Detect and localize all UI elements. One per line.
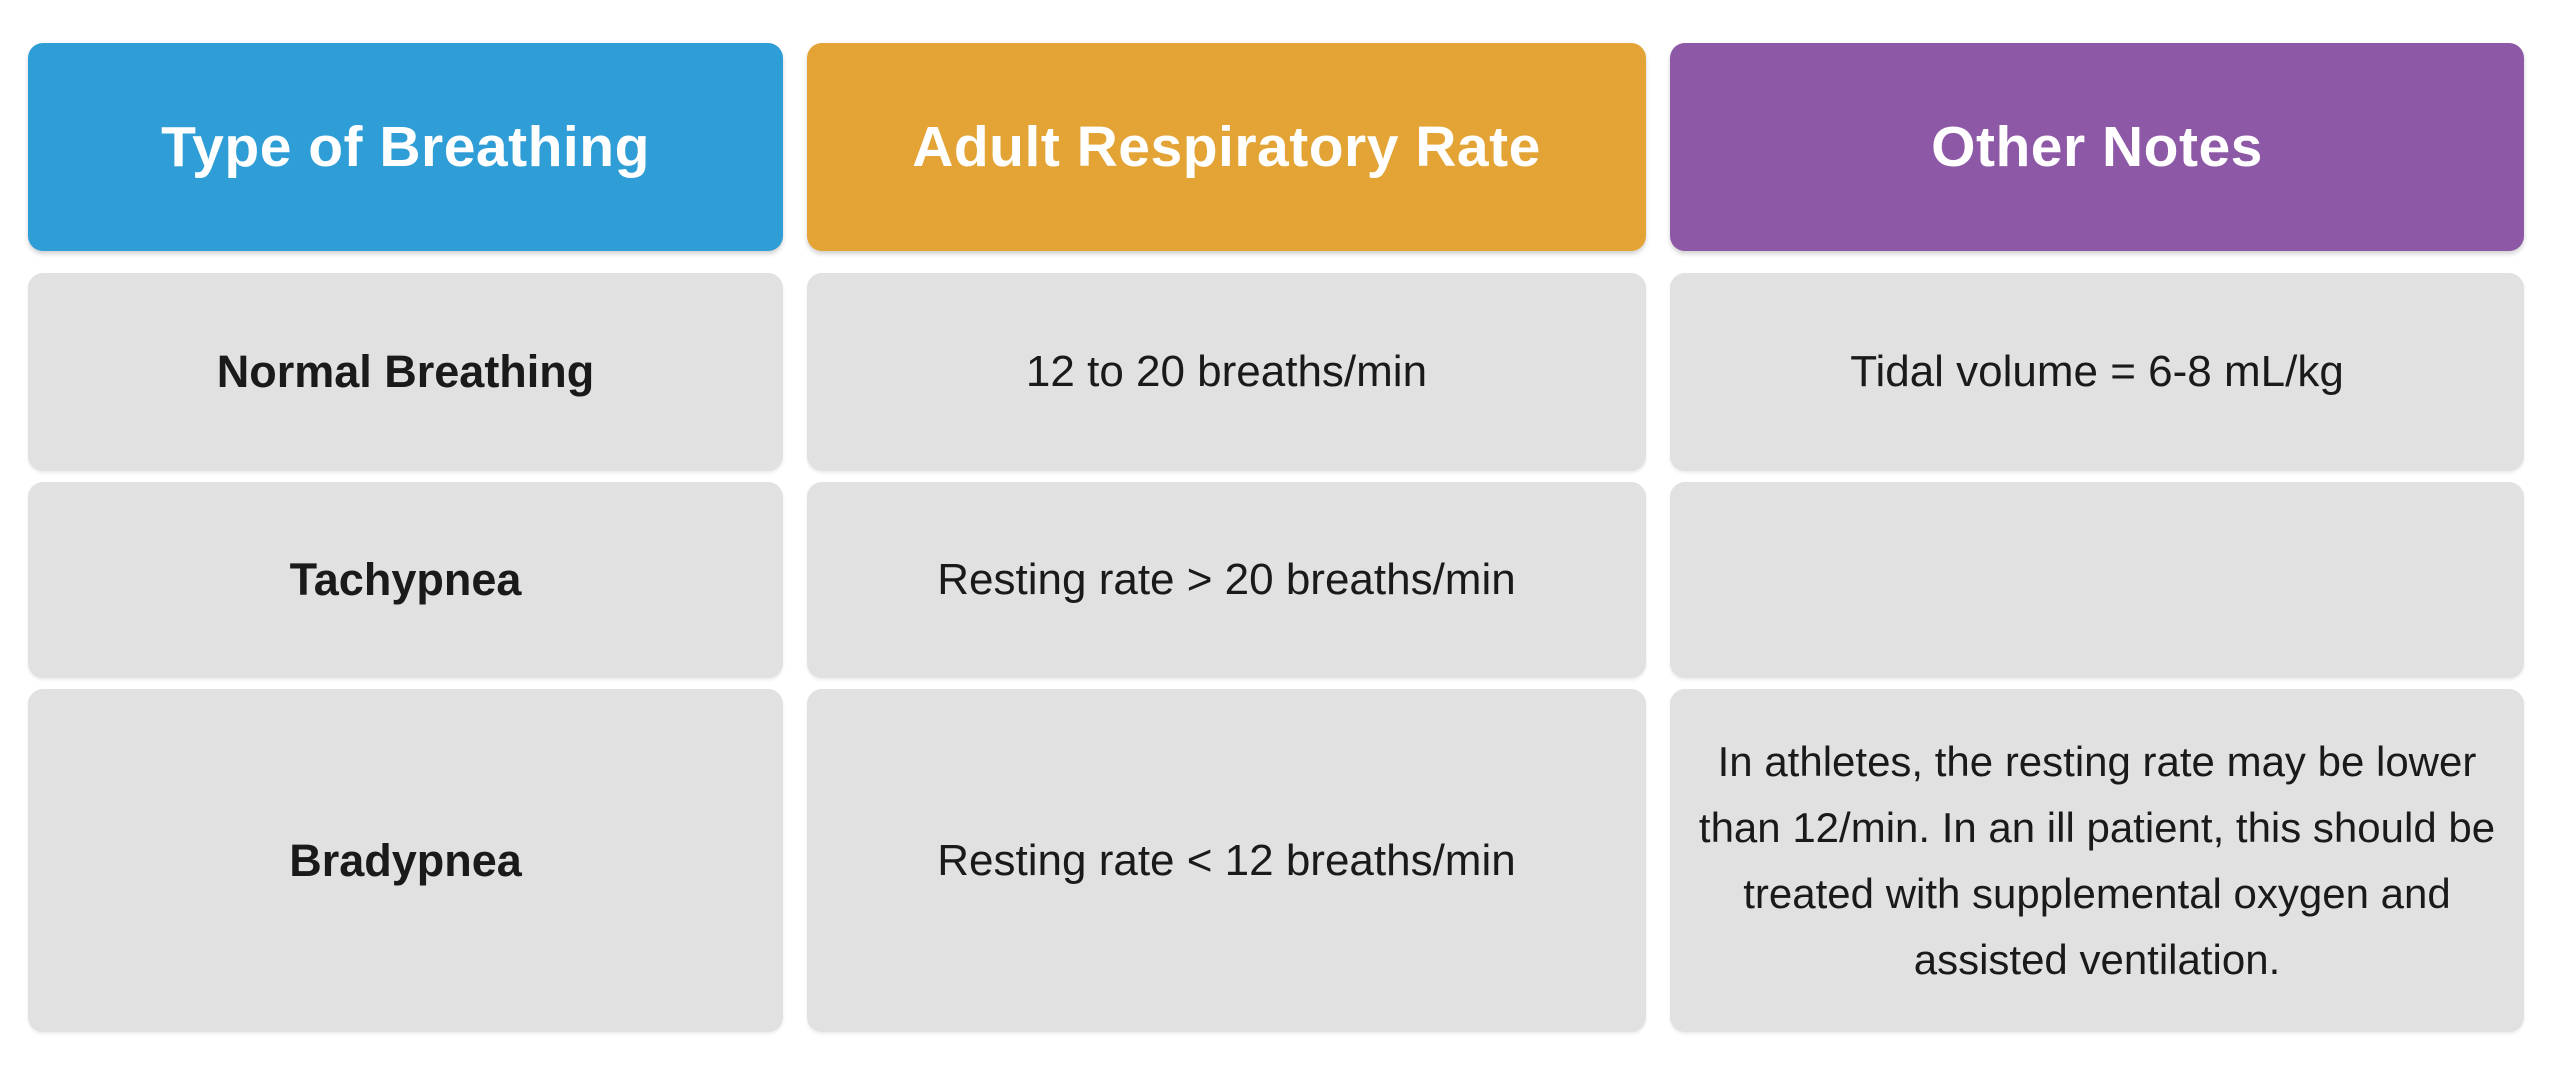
cell-bradypnea-type: Bradypnea (28, 689, 783, 1032)
cell-normal-breathing-type: Normal Breathing (28, 273, 783, 471)
cell-tachypnea-notes-empty (1670, 482, 2524, 678)
cell-normal-breathing-rate: 12 to 20 breaths/min (807, 273, 1646, 471)
cell-normal-breathing-notes: Tidal volume = 6-8 mL/kg (1670, 273, 2524, 471)
cell-tachypnea-type: Tachypnea (28, 482, 783, 678)
column-header-type-of-breathing: Type of Breathing (28, 43, 783, 251)
cell-bradypnea-notes: In athletes, the resting rate may be low… (1670, 689, 2524, 1032)
cell-tachypnea-rate: Resting rate > 20 breaths/min (807, 482, 1646, 678)
column-header-adult-respiratory-rate: Adult Respiratory Rate (807, 43, 1646, 251)
cell-bradypnea-rate: Resting rate < 12 breaths/min (807, 689, 1646, 1032)
column-header-other-notes: Other Notes (1670, 43, 2524, 251)
breathing-rates-table: Type of Breathing Adult Respiratory Rate… (28, 43, 2524, 1032)
